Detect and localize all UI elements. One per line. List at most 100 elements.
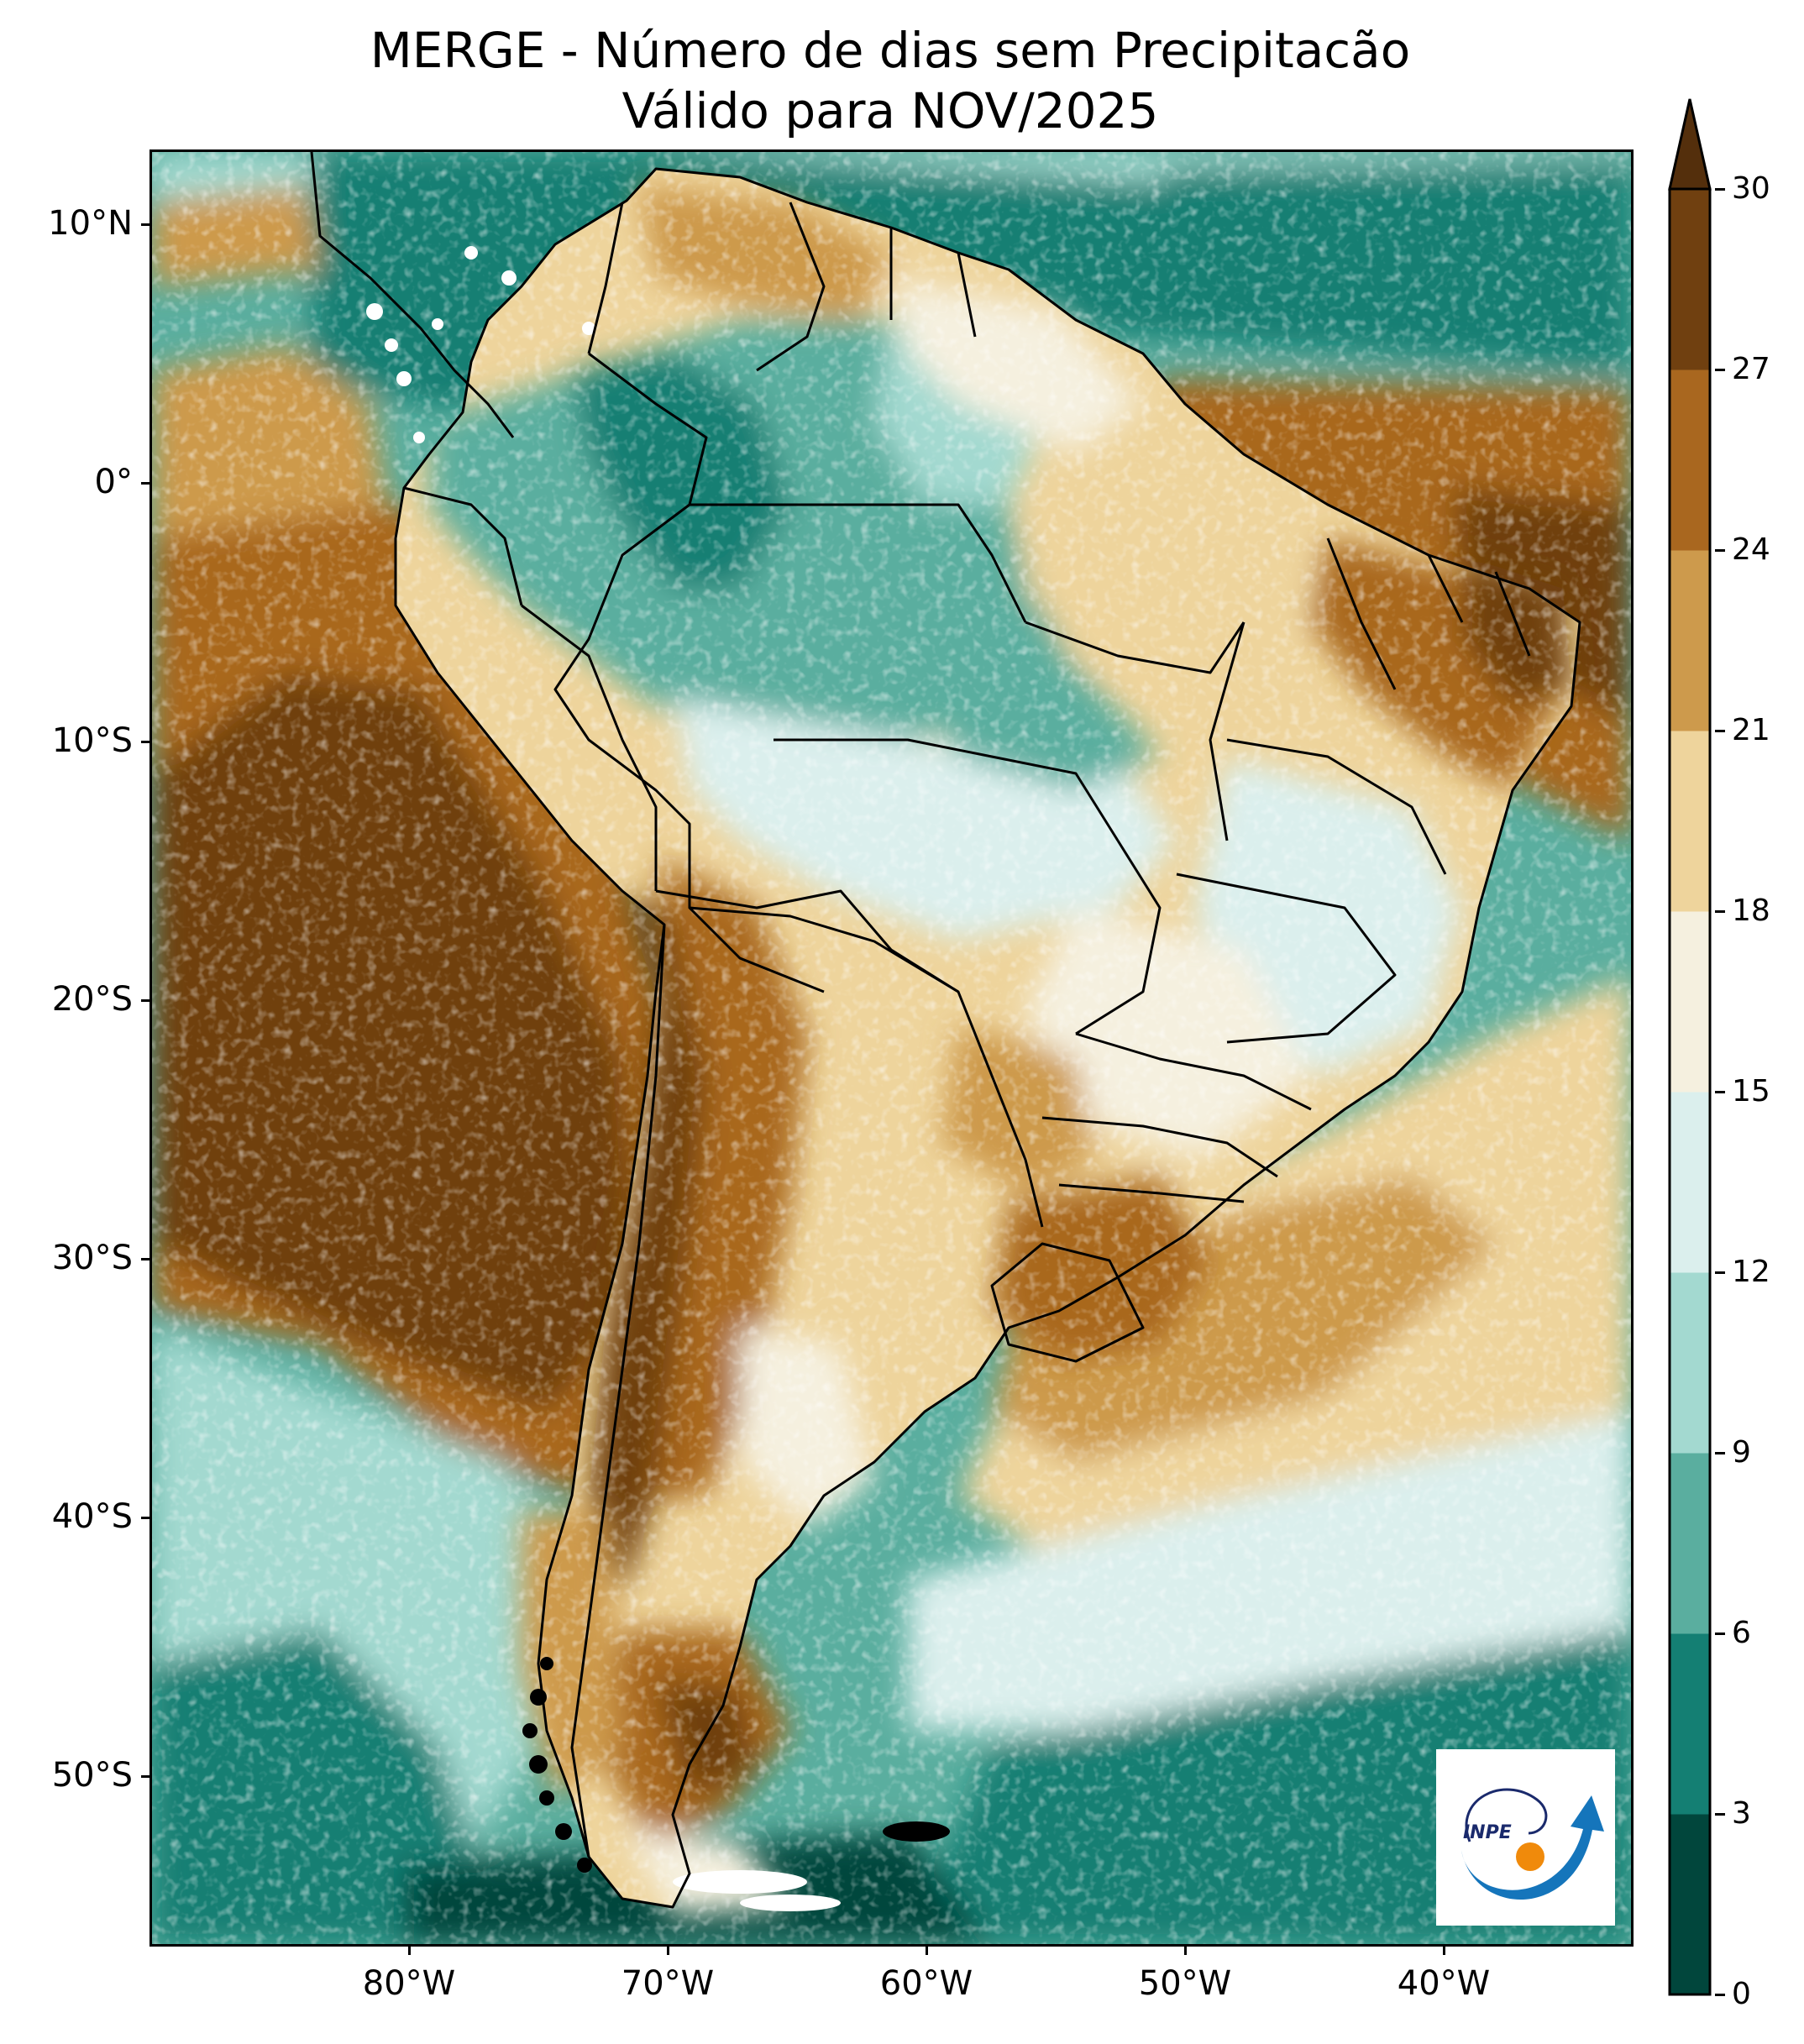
colorbar-tick-label: 3: [1732, 1796, 1751, 1831]
colorbar-tick: [1715, 1813, 1725, 1816]
lat-label-10n: 10°N: [48, 204, 133, 243]
inpe-logo: INPE: [1436, 1749, 1615, 1926]
logo-swoosh: [1461, 1795, 1604, 1900]
venezuela-guyana-border: [756, 202, 826, 372]
colorbar-tick-label: 9: [1732, 1435, 1751, 1470]
no-data-patch: [501, 270, 517, 286]
colorbar-tick: [1715, 1091, 1725, 1093]
lon-label-80w: 80°W: [362, 1964, 456, 2003]
tocantins-border: [1209, 621, 1245, 841]
colorbar-segment: [1670, 1092, 1710, 1273]
no-data-patch: [385, 338, 398, 352]
peru-bolivia-border: [521, 604, 658, 891]
lon-tick: [667, 1947, 669, 1955]
lat-label-10s: 10°S: [51, 721, 133, 760]
northeast-state-borders: [1326, 537, 1531, 690]
speckle-texture: [152, 152, 1631, 1944]
map-title-line1: MERGE - Número de dias sem Precipitacão: [370, 22, 1411, 79]
lat-tick: [141, 1258, 149, 1260]
lon-label-40w: 40°W: [1397, 1964, 1491, 2003]
lat-tick: [141, 1775, 149, 1778]
colorbar-tick: [1715, 1994, 1725, 1996]
colorbar-tick-label: 18: [1732, 894, 1770, 928]
lat-label-30s: 30°S: [51, 1239, 133, 1277]
island: [540, 1657, 553, 1670]
map-panel: [149, 149, 1634, 1947]
lon-tick: [1184, 1947, 1187, 1955]
inpe-logo-text: INPE: [1463, 1822, 1512, 1843]
colorbar-tick: [1715, 1271, 1725, 1274]
falkland-islands: [883, 1821, 950, 1842]
island: [530, 1689, 547, 1706]
argentina-north-border: [689, 906, 1044, 1228]
colorbar-tick-label: 24: [1732, 532, 1770, 567]
colorbar-segment: [1670, 1633, 1710, 1815]
lat-tick: [141, 1517, 149, 1519]
lat-tick: [141, 223, 149, 226]
central-america-coast: [310, 152, 515, 438]
santa-catarina-border: [1058, 1183, 1245, 1203]
island: [577, 1858, 592, 1873]
no-data-patch: [582, 322, 595, 335]
lon-tick: [408, 1947, 411, 1955]
lat-label-40s: 40°S: [51, 1497, 133, 1536]
colorbar-tick: [1715, 549, 1725, 552]
lon-tick: [1443, 1947, 1445, 1955]
colorbar-tick-label: 15: [1732, 1074, 1770, 1108]
no-data-patch: [413, 432, 425, 443]
logo-orbit-arc: [1465, 1788, 1548, 1842]
inpe-logo-mark: [1461, 1788, 1604, 1900]
colorbar-segment: [1670, 1272, 1710, 1454]
colorbar-tick: [1715, 1633, 1725, 1635]
colorbar-segment: [1670, 1453, 1710, 1634]
no-data-patch: [464, 246, 478, 259]
colorbar-tick-label: 0: [1732, 1977, 1751, 2011]
colorbar-tick-label: 21: [1732, 713, 1770, 747]
island: [522, 1723, 538, 1738]
colorbar-outline: [1668, 187, 1712, 1996]
uruguay-border: [990, 1242, 1145, 1363]
lat-label-0: 0°: [94, 463, 133, 501]
continent-outline: [394, 167, 1581, 1909]
colorbar-tick: [1715, 369, 1725, 371]
lon-tick: [926, 1947, 928, 1955]
lat-label-50s: 50°S: [51, 1756, 133, 1795]
colorbar-segment: [1670, 731, 1710, 912]
colorbar-extend-arrow: [1668, 98, 1712, 191]
mato-grosso-border: [774, 738, 1120, 841]
parana-border: [1041, 1116, 1278, 1178]
logo-sun-dot: [1516, 1842, 1544, 1871]
bahia-border: [1226, 738, 1447, 875]
lon-label-70w: 70°W: [621, 1964, 715, 2003]
colorbar-tick: [1715, 910, 1725, 913]
colorbar-tick-label: 12: [1732, 1255, 1770, 1289]
colorbar-tick-label: 27: [1732, 352, 1770, 386]
island: [555, 1823, 572, 1840]
venezuela-colombia-border: [587, 202, 624, 354]
colorbar-tick-label: 6: [1732, 1616, 1751, 1650]
colorbar-tick: [1715, 730, 1725, 732]
lat-tick: [141, 999, 149, 1002]
colorbar-segment: [1670, 550, 1710, 731]
lat-tick: [141, 741, 149, 743]
political-borders: [310, 152, 1581, 1909]
colorbar-segments: [1670, 189, 1710, 1995]
colorbar-segment: [1670, 369, 1710, 551]
colorbar-segment: [1670, 189, 1710, 370]
colorbar-segment: [1670, 911, 1710, 1093]
no-data-patch: [366, 303, 383, 320]
no-data-patch: [432, 318, 443, 330]
sao-paulo-border: [1075, 1032, 1312, 1111]
no-data-patch: [673, 1870, 807, 1894]
lon-label-60w: 60°W: [879, 1964, 973, 2003]
ecuador-border: [403, 486, 523, 606]
map-title-line2: Válido para NOV/2025: [621, 82, 1159, 139]
island: [529, 1755, 548, 1774]
island: [539, 1790, 554, 1806]
colorbar-tick-label: 30: [1732, 171, 1770, 206]
goias-border: [1075, 840, 1162, 1035]
precipitation-map: [152, 152, 1631, 1944]
colorbar-segment: [1670, 1814, 1710, 1995]
lat-tick: [141, 482, 149, 485]
guyana-suriname-border: [889, 228, 977, 338]
